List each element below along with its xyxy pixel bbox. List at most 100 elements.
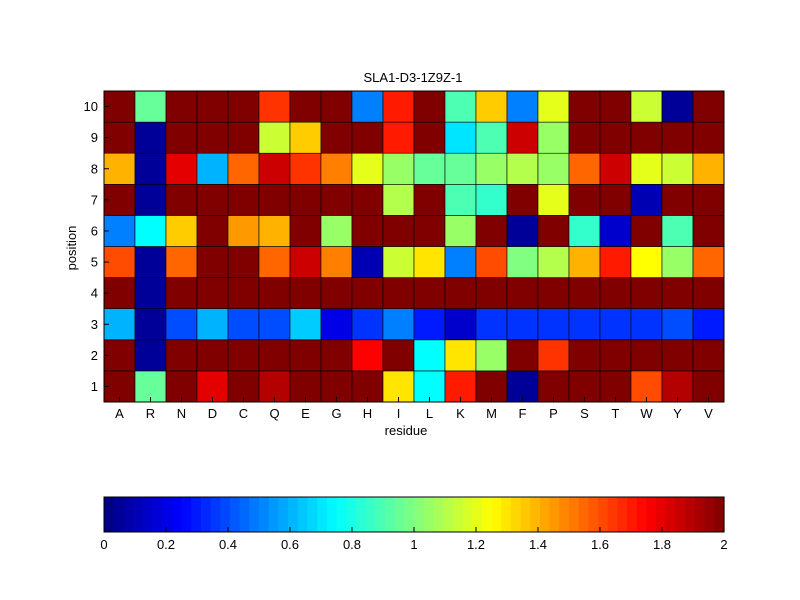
y-tick-label: 4 [91,286,98,301]
colorbar-segment [665,497,677,532]
heatmap-cell [506,215,539,247]
colorbar-segment [171,497,183,532]
heatmap-cell [103,277,136,310]
heatmap-cell [444,246,477,278]
heatmap-cell [444,277,477,310]
colorbar-segment [317,497,328,532]
heatmap-cell [134,90,167,123]
heatmap-cell [661,370,694,403]
heatmap-cell [475,308,508,341]
colorbar-segment [229,497,241,532]
heatmap-cell [320,121,353,154]
colorbar-segment [133,497,144,532]
heatmap-cell [568,246,601,278]
heatmap-cell [599,339,632,372]
heatmap-cell [320,370,353,403]
heatmap-cell [320,152,353,185]
colorbar-segment [210,497,221,532]
heatmap-cell [320,339,353,372]
heatmap-cell [692,339,725,372]
heatmap-cell [661,246,694,278]
heatmap-cell [506,277,539,310]
x-tick-label: W [640,406,653,421]
heatmap-cell [506,184,539,216]
heatmap-cell [506,121,539,154]
heatmap-cell [599,215,632,247]
heatmap-cell [227,184,260,216]
heatmap-cell [444,152,477,185]
heatmap-cell [475,215,508,247]
colorbar-segment [268,497,279,532]
heatmap-cell [413,152,446,185]
colorbar-segment [627,497,638,532]
heatmap-cell [537,277,570,310]
colorbar-segment [443,497,454,532]
heatmap-cell [568,184,601,216]
colorbar-segment [104,497,115,532]
colorbar-segment [297,497,309,532]
colorbar-segment [588,497,599,532]
colorbar-segment [694,497,706,532]
colorbar-tick-label: 0.6 [281,537,299,552]
heatmap-cell [196,121,229,154]
colorbar-segment [113,497,124,532]
heatmap-cell [351,246,384,278]
heatmap-cell [289,152,322,185]
heatmap-cell [537,152,570,185]
heatmap-cell [537,90,570,123]
heatmap-cell [165,277,198,310]
heatmap-cell [134,277,167,310]
heatmap-cell [599,308,632,341]
colorbar-segment [278,497,289,532]
heatmap-cell [382,152,415,185]
colorbar-segment [685,497,696,532]
heatmap-cell [351,184,384,216]
heatmap-cell [227,308,260,341]
heatmap-cell [661,121,694,154]
heatmap-cell [506,339,539,372]
heatmap-cell [537,339,570,372]
heatmap-cell [537,308,570,341]
colorbar-segment [501,497,512,532]
colorbar-segment [675,497,686,532]
heatmap-cell [289,215,322,247]
colorbar-segment [423,497,434,532]
heatmap-cell [661,152,694,185]
colorbar-segment [433,497,444,532]
heatmap-cell [289,90,322,123]
heatmap-cell [444,121,477,154]
heatmap-cell [351,215,384,247]
heatmap-cell [258,246,291,278]
heatmap-cell [103,370,136,403]
heatmap-cell [320,246,353,278]
heatmap-cell [351,152,384,185]
colorbar-segment [355,497,367,532]
colorbar-tick-label: 0 [100,537,107,552]
colorbar-segment [636,497,648,532]
y-tick-label: 3 [91,317,98,332]
chart-title: SLA1-D3-1Z9Z-1 [364,70,463,85]
heatmap-cell [692,370,725,403]
heatmap-cell [196,90,229,123]
x-tick-label: F [519,406,527,421]
colorbar-segment [384,497,396,532]
heatmap-cell [537,121,570,154]
colorbar-segment [656,497,667,532]
heatmap-cell [444,308,477,341]
colorbar-segment [520,497,531,532]
colorbar-segment [491,497,502,532]
colorbar-segment [530,497,541,532]
x-axis-label: residue [385,423,428,438]
y-tick-label: 6 [91,223,98,238]
x-tick-label: R [146,406,155,421]
colorbar-segment [249,497,260,532]
heatmap-cell [444,339,477,372]
heatmap-cell [568,152,601,185]
heatmap-cell [444,184,477,216]
colorbar-segment [181,497,192,532]
heatmap-cell [475,152,508,185]
heatmap-cell [289,277,322,310]
heatmap-cell [196,152,229,185]
heatmap-cell [382,246,415,278]
